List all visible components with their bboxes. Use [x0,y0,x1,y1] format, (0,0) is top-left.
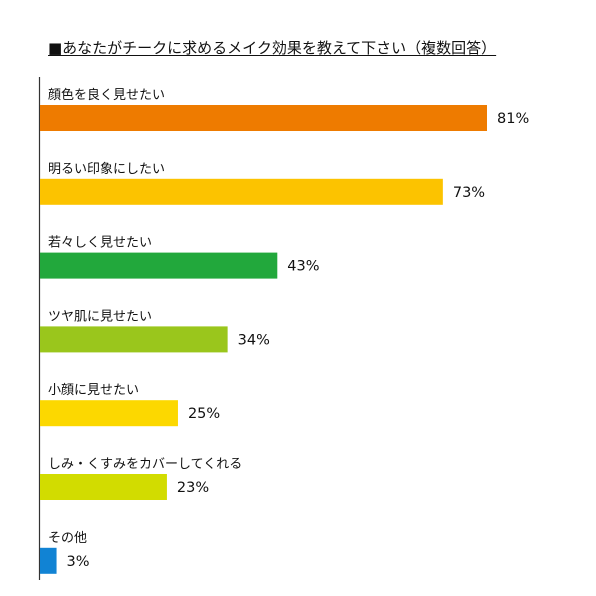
category-label: ツヤ肌に見せたい [48,309,152,324]
bar [40,326,228,353]
value-label: 3% [67,554,90,570]
value-label: 73% [453,185,485,201]
bar [40,105,487,131]
category-label: 若々しく見せたい [48,235,152,251]
bars-group: 顔色を良く見せたい 81% 明るい印象にしたい 73% 若々しく見せたい 43% ツヤ肌に見… [40,87,529,574]
value-label: 25% [188,406,220,422]
chart-title: ■あなたがチークに求めるメイク効果を教えて下さい（複数回答） [48,39,497,57]
value-label: 34% [238,332,270,348]
bar [40,252,278,279]
category-label: 顔色を良く見せたい [48,87,165,103]
bar [40,474,167,500]
value-label: 81% [497,111,529,127]
category-label: その他 [48,531,87,546]
bar [40,178,443,205]
value-label: 23% [177,480,209,496]
category-label: 小顔に見せたい [48,383,139,398]
bar [40,400,178,427]
category-label: しみ・くすみをカバーしてくれる [48,457,242,472]
value-label: 43% [287,259,319,275]
bar [40,547,57,574]
category-label: 明るい印象にしたい [48,162,165,177]
